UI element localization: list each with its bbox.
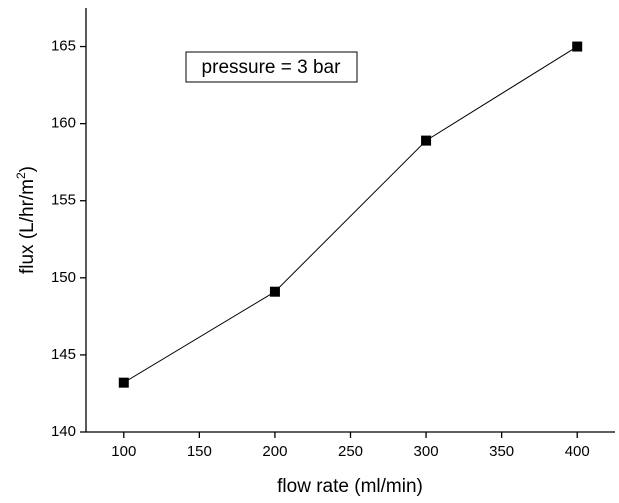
y-axis-title: flux (L/hr/m2) xyxy=(14,166,38,274)
x-tick-label: 100 xyxy=(111,443,136,460)
x-tick-label: 250 xyxy=(338,443,363,460)
y-tick-label: 150 xyxy=(51,269,76,286)
y-tick-label: 145 xyxy=(51,346,76,363)
line xyxy=(123,46,578,384)
x-axis-title: flow rate (ml/min) xyxy=(277,476,423,497)
marker xyxy=(118,377,129,388)
marker xyxy=(572,41,583,52)
marker xyxy=(269,286,280,297)
y-tick-label: 140 xyxy=(51,423,76,440)
marker xyxy=(421,135,432,146)
x-tick-label: 400 xyxy=(565,443,590,460)
y-axis-title-sup: 2 xyxy=(14,172,28,179)
y-tick-label: 165 xyxy=(51,38,76,55)
y-axis-title-main: flux (L/hr/m xyxy=(17,179,38,274)
annotation: pressure = 3 bar xyxy=(202,57,342,78)
x-tick-label: 350 xyxy=(489,443,514,460)
y-tick-label: 155 xyxy=(51,192,76,209)
y-axis-title-end: ) xyxy=(17,166,38,172)
x-tick-label: 300 xyxy=(414,443,439,460)
x-tick-label: 150 xyxy=(187,443,212,460)
annotation-box xyxy=(185,51,358,83)
y-tick-label: 160 xyxy=(51,115,76,132)
x-tick-label: 200 xyxy=(262,443,287,460)
